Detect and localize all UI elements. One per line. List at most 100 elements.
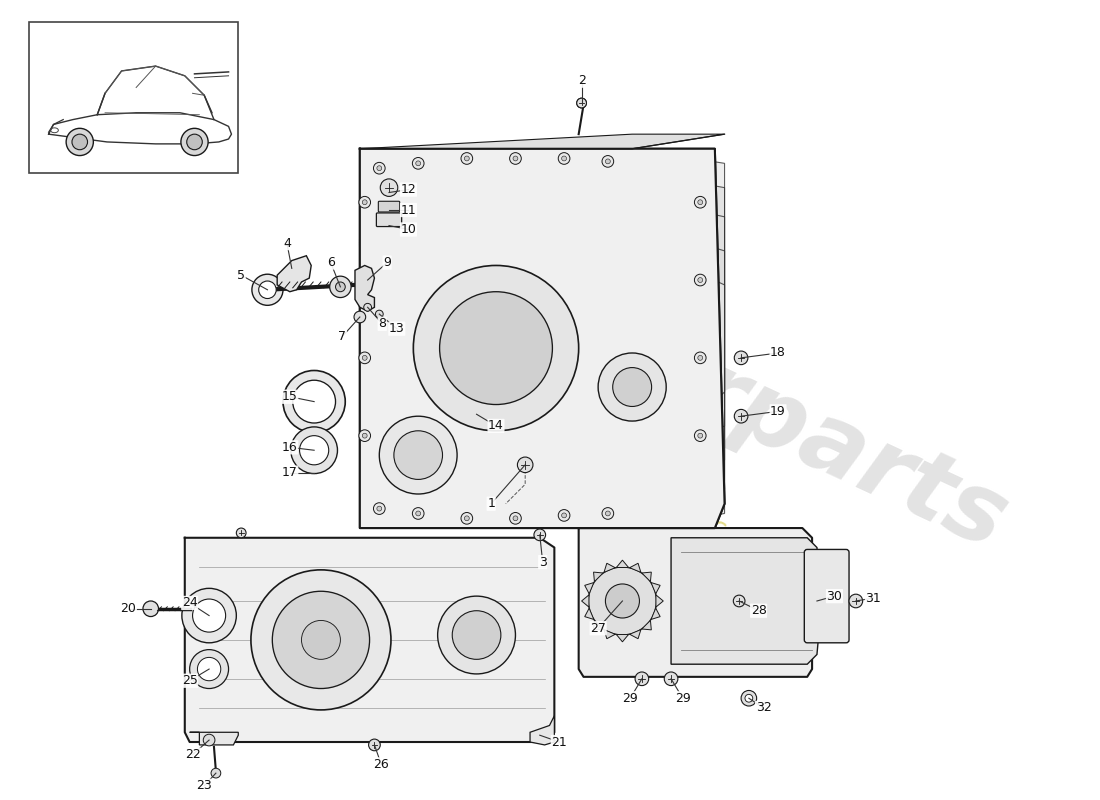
Polygon shape [675, 236, 725, 441]
Circle shape [697, 200, 703, 205]
Circle shape [605, 511, 610, 516]
Circle shape [287, 606, 355, 674]
Circle shape [697, 278, 703, 282]
Circle shape [359, 197, 371, 208]
Text: 28: 28 [750, 604, 767, 618]
Polygon shape [360, 149, 725, 528]
Circle shape [330, 276, 351, 298]
Polygon shape [651, 608, 660, 619]
Circle shape [735, 351, 748, 365]
FancyBboxPatch shape [378, 202, 399, 212]
Circle shape [849, 594, 862, 608]
Polygon shape [185, 538, 554, 742]
Circle shape [414, 266, 579, 430]
Circle shape [440, 292, 552, 405]
Circle shape [187, 134, 202, 150]
Circle shape [72, 134, 88, 150]
Circle shape [513, 156, 518, 161]
Circle shape [189, 650, 229, 689]
Circle shape [588, 567, 657, 635]
Circle shape [381, 179, 398, 197]
Polygon shape [360, 149, 725, 528]
Text: 29: 29 [623, 692, 638, 705]
Polygon shape [277, 256, 311, 292]
Circle shape [602, 508, 614, 519]
Circle shape [613, 367, 651, 406]
Circle shape [204, 734, 214, 746]
Circle shape [290, 427, 338, 474]
Polygon shape [604, 563, 615, 572]
Circle shape [598, 353, 667, 421]
Circle shape [416, 161, 420, 166]
Circle shape [509, 153, 521, 164]
Circle shape [464, 156, 470, 161]
Polygon shape [616, 560, 628, 567]
Circle shape [236, 528, 246, 538]
Text: 17: 17 [282, 466, 298, 479]
Polygon shape [632, 149, 725, 528]
Circle shape [258, 281, 276, 298]
Circle shape [377, 506, 382, 511]
Text: 22: 22 [185, 748, 200, 761]
Circle shape [192, 599, 226, 632]
Polygon shape [360, 134, 725, 149]
Circle shape [562, 513, 566, 518]
Bar [30, 22, 239, 173]
Circle shape [362, 278, 367, 282]
Text: 23: 23 [197, 779, 212, 792]
Polygon shape [189, 732, 239, 745]
Circle shape [301, 621, 340, 659]
Circle shape [364, 303, 372, 311]
Circle shape [602, 155, 614, 167]
Circle shape [251, 570, 390, 710]
Text: 11: 11 [400, 203, 416, 217]
Circle shape [379, 416, 458, 494]
Circle shape [605, 159, 610, 164]
Polygon shape [582, 595, 588, 607]
Text: 19: 19 [770, 405, 785, 418]
Text: 32: 32 [756, 702, 771, 714]
Circle shape [354, 311, 365, 323]
Text: 26: 26 [373, 758, 389, 771]
Circle shape [697, 434, 703, 438]
Circle shape [697, 355, 703, 360]
Text: eurocarparts: eurocarparts [340, 186, 1022, 570]
Circle shape [694, 430, 706, 442]
Polygon shape [594, 572, 603, 582]
Circle shape [377, 166, 382, 170]
Circle shape [375, 310, 383, 318]
Circle shape [513, 516, 518, 521]
Circle shape [517, 457, 534, 473]
Polygon shape [629, 630, 641, 638]
Circle shape [509, 513, 521, 524]
Polygon shape [693, 270, 725, 406]
Polygon shape [594, 620, 603, 630]
Text: 10: 10 [400, 223, 417, 236]
Circle shape [416, 511, 420, 516]
Circle shape [374, 162, 385, 174]
Text: 13: 13 [389, 322, 405, 335]
FancyBboxPatch shape [376, 213, 402, 226]
Text: 29: 29 [675, 692, 691, 705]
Polygon shape [651, 582, 660, 594]
Circle shape [562, 156, 566, 161]
Circle shape [635, 672, 649, 686]
Circle shape [412, 508, 424, 519]
Text: 14: 14 [488, 419, 504, 433]
Circle shape [558, 153, 570, 164]
Circle shape [576, 98, 586, 108]
Circle shape [362, 200, 367, 205]
Circle shape [734, 595, 745, 607]
Text: 7: 7 [339, 330, 346, 343]
Text: 16: 16 [282, 441, 298, 454]
Text: 27: 27 [591, 622, 606, 634]
Text: 31: 31 [866, 591, 881, 605]
Text: 30: 30 [826, 590, 843, 602]
Text: 12: 12 [400, 183, 416, 196]
Circle shape [558, 510, 570, 522]
Polygon shape [355, 266, 374, 311]
Text: 6: 6 [327, 256, 334, 269]
Circle shape [464, 516, 470, 521]
Circle shape [534, 529, 546, 541]
Polygon shape [671, 538, 822, 664]
